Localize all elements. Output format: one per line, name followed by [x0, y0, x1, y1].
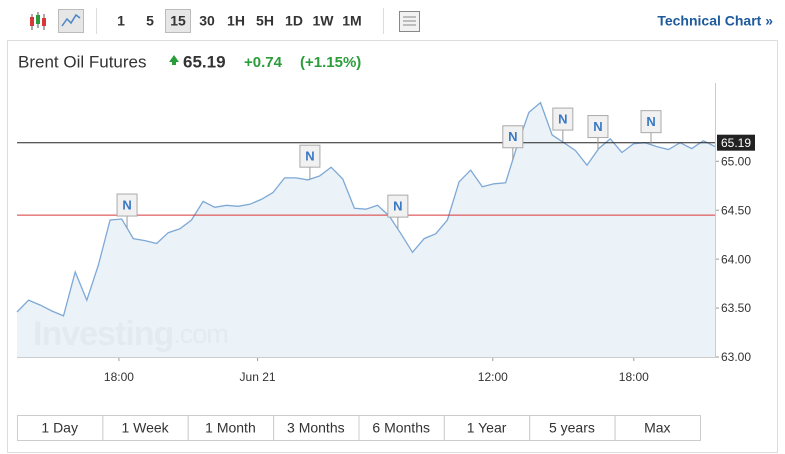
- news-flag-label[interactable]: N: [393, 199, 402, 214]
- interval-active: [165, 9, 191, 33]
- x-tick-label: 18:00: [619, 370, 649, 384]
- last-price-box: [717, 134, 755, 151]
- technical-chart-link[interactable]: Technical Chart »: [657, 13, 773, 29]
- news-flag[interactable]: [502, 125, 524, 149]
- news-flag-label[interactable]: N: [122, 197, 131, 212]
- price-change-percent: (+1.15%): [300, 54, 361, 71]
- range-button[interactable]: [614, 415, 701, 441]
- settings-icon[interactable]: [399, 11, 420, 32]
- news-flag-label[interactable]: N: [558, 112, 567, 127]
- range-button[interactable]: [358, 415, 445, 441]
- range-button[interactable]: [187, 415, 275, 441]
- news-flag[interactable]: [587, 115, 609, 139]
- range-button-label[interactable]: 1 Day: [41, 420, 78, 436]
- price-line: [16, 101, 716, 317]
- range-button[interactable]: [102, 415, 189, 441]
- instrument-title: Brent Oil Futures: [18, 52, 147, 71]
- news-flag-label[interactable]: N: [508, 129, 517, 144]
- frame: [7, 40, 778, 453]
- interval-button[interactable]: 1M: [342, 13, 361, 29]
- news-flag-label[interactable]: N: [593, 119, 602, 134]
- range-button[interactable]: [273, 415, 360, 441]
- range-button[interactable]: [17, 415, 104, 441]
- line-icon[interactable]: [58, 9, 84, 33]
- interval-button[interactable]: 30: [199, 13, 215, 29]
- range-button-label[interactable]: 3 Months: [287, 420, 345, 436]
- last-price: 65.19: [183, 52, 226, 71]
- controls: 1 5 15 30 1H 5H 1D 1W 1M1 Day 1 Week 1 Month 3 Mont…: [17, 9, 701, 441]
- interval-button[interactable]: 5H: [256, 13, 274, 29]
- news-flag-label[interactable]: N: [305, 149, 314, 164]
- news-flag[interactable]: [299, 144, 321, 168]
- news-flag[interactable]: [387, 194, 409, 218]
- x-tick-label: 12:00: [478, 370, 508, 384]
- interval-button[interactable]: 15: [170, 13, 186, 29]
- plot: Investing.com65.1963.0063.5064.0064.5065…: [16, 83, 755, 384]
- up-arrow: [172, 61, 176, 65]
- x-tick-label: Jun 21: [240, 370, 276, 384]
- range-button-label[interactable]: 5 years: [549, 420, 595, 436]
- range-button-label[interactable]: 6 Months: [372, 420, 430, 436]
- price-change: +0.74: [244, 54, 283, 71]
- area: [17, 102, 715, 357]
- x-tick-label: 18:00: [104, 370, 134, 384]
- interval-button[interactable]: 1H: [227, 13, 245, 29]
- range-button-label[interactable]: Max: [644, 420, 670, 436]
- news-flag[interactable]: [640, 110, 662, 134]
- range-button[interactable]: [529, 415, 616, 441]
- range-button-label[interactable]: 1 Week: [121, 420, 169, 436]
- y-tick-label: 65.00: [721, 154, 751, 168]
- up-arrow: [169, 55, 179, 62]
- interval-button[interactable]: 1D: [285, 13, 303, 29]
- y-tick-label: 64.50: [721, 203, 751, 217]
- last-price-label: 65.19: [721, 136, 751, 150]
- y-tick-label: 63.50: [721, 301, 751, 315]
- interval-button[interactable]: 5: [146, 13, 154, 29]
- news-flag[interactable]: [552, 107, 574, 131]
- range-button-label[interactable]: 1 Year: [467, 420, 507, 436]
- news-flag[interactable]: [116, 193, 138, 217]
- y-tick-label: 64.00: [721, 252, 751, 266]
- interval-button[interactable]: 1: [117, 13, 125, 29]
- interval-button[interactable]: 1W: [313, 13, 335, 29]
- news-flag-label[interactable]: N: [646, 114, 655, 129]
- y-tick-label: 63.00: [721, 350, 751, 364]
- candles-icon[interactable]: [30, 12, 46, 30]
- range-button-label[interactable]: 1 Month: [205, 420, 256, 436]
